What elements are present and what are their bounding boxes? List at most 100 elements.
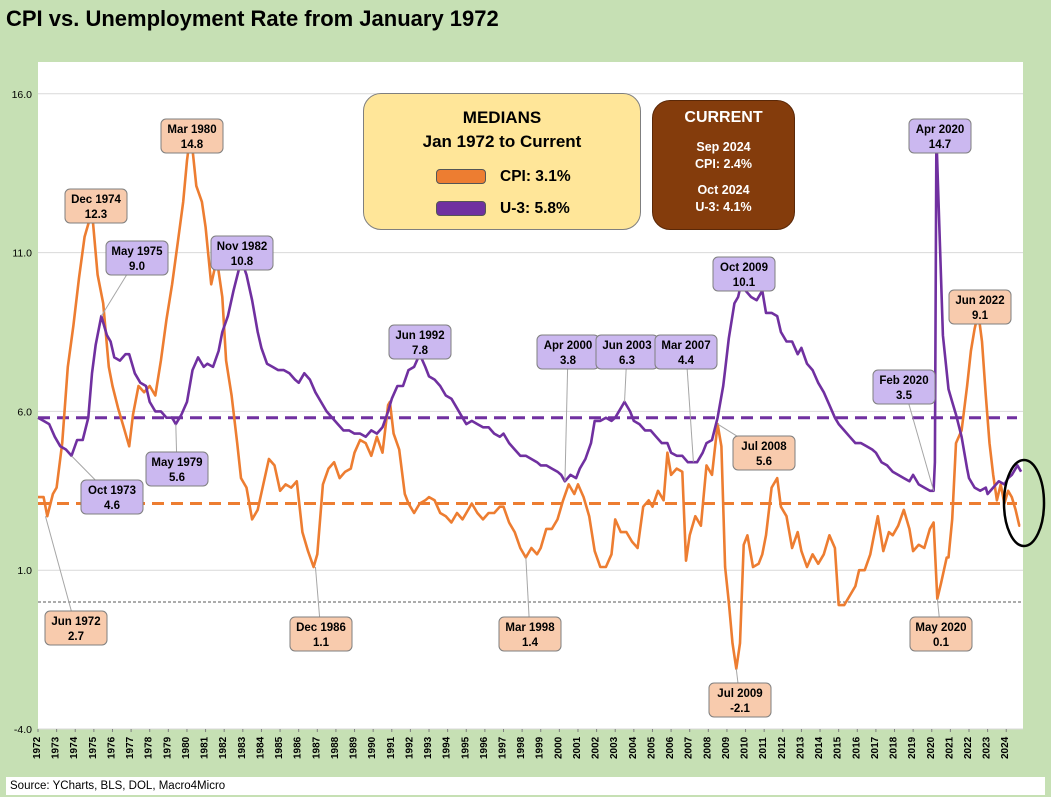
legend-entry-cpi: CPI: 3.1% <box>436 168 571 186</box>
x-tick-label: 1986 <box>293 736 304 759</box>
y-tick-label: 6.0 <box>17 406 32 418</box>
x-tick-label: 2013 <box>795 736 806 759</box>
annotation-date: May 1975 <box>111 246 163 258</box>
y-tick-label: 16.0 <box>12 89 33 101</box>
x-tick-label: 2014 <box>814 736 825 759</box>
x-tick-label: 1992 <box>404 736 415 759</box>
annotation-box <box>388 324 452 360</box>
x-tick-label: 2003 <box>609 736 620 759</box>
x-tick-label: 2018 <box>889 736 900 759</box>
legend-entry-u3: U-3: 5.8% <box>436 200 570 218</box>
x-tick-label: 1995 <box>460 736 471 759</box>
annotation-date: May 1979 <box>151 457 202 469</box>
annotation-leader <box>685 351 694 463</box>
x-tick-label: 1996 <box>479 736 490 759</box>
y-tick-label: 11.0 <box>12 248 32 260</box>
annotation-date: Jun 1992 <box>395 330 444 342</box>
x-tick-label: 2015 <box>833 736 844 759</box>
annotation-value: 5.6 <box>169 472 185 484</box>
annotation-value: 0.1 <box>933 637 950 649</box>
series-lines <box>37 130 1023 670</box>
annotation-value: -2.1 <box>730 703 750 715</box>
annotation-date: Mar 2007 <box>661 340 710 352</box>
annotation-value: 9.0 <box>129 261 145 273</box>
x-tick-label: 1983 <box>237 736 248 759</box>
x-tick-label: 1990 <box>367 736 378 759</box>
x-tick-label: 2006 <box>665 736 676 759</box>
annotation-value: 10.8 <box>231 256 254 268</box>
median-lines <box>38 416 1017 505</box>
series-line-cpi <box>38 130 1021 670</box>
x-tick-label: 2016 <box>851 736 862 759</box>
annotation-value: 3.8 <box>560 355 577 367</box>
medians-period: Jan 1972 to Current <box>422 132 582 151</box>
annotation-value: 2.7 <box>68 631 84 643</box>
annotation-box <box>948 289 1012 325</box>
medians-heading: MEDIANS <box>462 108 542 127</box>
annotation-box <box>145 451 209 487</box>
annotation-box <box>908 118 972 154</box>
annotation-callouts: Jun 1972 2.7 Oct 1973 4.6 Dec 1974 12.3 May 19… <box>44 118 1012 718</box>
annotation-box <box>708 682 772 718</box>
x-tick-label: 1973 <box>51 736 62 759</box>
annotation-value: 4.6 <box>104 500 120 512</box>
x-tick-label: 1999 <box>535 736 546 759</box>
annotation-box <box>80 479 144 515</box>
annotation-box <box>712 256 776 292</box>
x-tick-label: 2007 <box>684 736 695 759</box>
annotation-value: 3.5 <box>896 390 913 402</box>
x-tick-label: 1991 <box>386 736 397 759</box>
x-tick-label: 1980 <box>181 736 192 759</box>
x-tick-label: 2019 <box>907 736 918 759</box>
annotation-value: 4.4 <box>678 355 695 367</box>
annotation-date: May 2020 <box>915 622 966 634</box>
annotation-box <box>64 188 128 224</box>
medians-box: MEDIANS Jan 1972 to Current CPI: 3.1% U-… <box>363 93 641 230</box>
x-tick-label: 2012 <box>777 736 788 759</box>
x-tick-label: 1985 <box>274 736 285 759</box>
annotation-date: Oct 2009 <box>720 262 768 274</box>
x-tick-label: 1978 <box>144 736 155 759</box>
x-tick-label: 2023 <box>982 736 993 759</box>
annotation-date: Jul 2008 <box>741 441 787 453</box>
annotation-leader <box>564 351 569 482</box>
x-tick-label: 1989 <box>349 736 360 759</box>
x-tick-label: 1972 <box>32 736 43 759</box>
annotation-date: Dec 1986 <box>296 622 346 634</box>
annotation-date: Jun 2022 <box>955 295 1004 307</box>
annotation-box <box>44 610 108 646</box>
annotation-box <box>105 240 169 276</box>
x-tick-label: 1974 <box>69 736 80 759</box>
x-tick-label: 2005 <box>646 736 657 759</box>
annotation-value: 7.8 <box>412 345 429 357</box>
annotation-value: 10.1 <box>733 277 756 289</box>
x-tick-label: 2008 <box>702 736 713 759</box>
x-tick-label: 2010 <box>740 736 751 759</box>
annotation-date: Jun 1972 <box>51 616 100 628</box>
x-tick-label: 1993 <box>423 736 434 759</box>
x-tick-label: 2021 <box>944 736 955 759</box>
x-tick-label: 1998 <box>516 736 527 759</box>
x-tick-label: 2022 <box>963 736 974 759</box>
annotation-date: Apr 2020 <box>916 124 965 136</box>
x-tick-label: 2002 <box>591 736 602 759</box>
x-tick-label: 2004 <box>628 736 639 759</box>
x-tick-label: 1979 <box>162 736 173 759</box>
current-heading: CURRENT <box>684 109 763 126</box>
series-line-u3 <box>37 133 1023 496</box>
annotation-value: 14.7 <box>929 139 951 151</box>
current-u3-value: U-3: 4.1% <box>695 200 752 214</box>
y-tick-labels: 16.0 11.0 6.0 1.0 -4.0 <box>12 89 33 736</box>
x-tick-label: 2020 <box>926 736 937 759</box>
page-title: CPI vs. Unemployment Rate from January 1… <box>6 6 499 31</box>
x-tick-label: 2000 <box>553 736 564 759</box>
annotation-date: Feb 2020 <box>879 375 928 387</box>
annotation-date: Nov 1982 <box>217 241 268 253</box>
annotation-value: 1.4 <box>522 637 539 649</box>
y-tick-label: -4.0 <box>14 724 32 736</box>
annotation-date: Oct 1973 <box>88 485 136 497</box>
x-tick-label: 2011 <box>758 737 769 759</box>
current-cpi-value: CPI: 2.4% <box>695 157 752 171</box>
cpi-swatch <box>436 169 486 185</box>
y-tick-label: 1.0 <box>17 565 32 577</box>
